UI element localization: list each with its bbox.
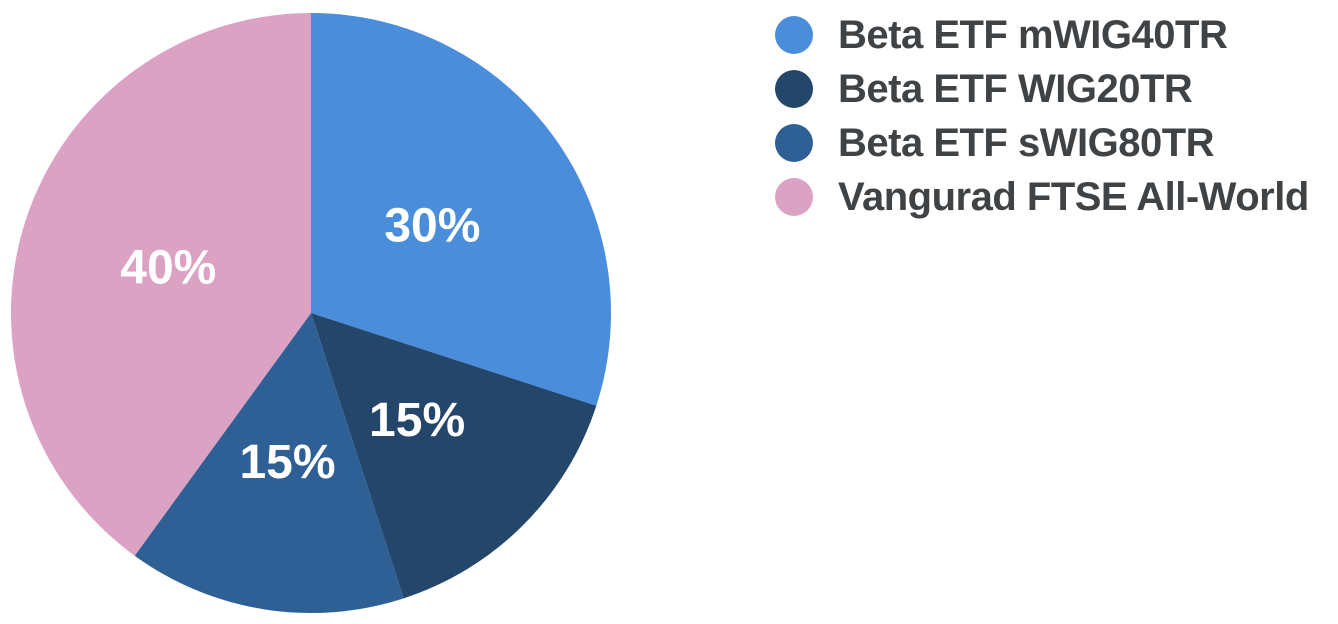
legend-label: Beta ETF sWIG80TR [838, 120, 1215, 165]
slice-label: 15% [369, 394, 465, 447]
pie-slice-3 [10, 12, 312, 556]
legend-item: Vangurad FTSE All-World [775, 170, 1309, 224]
legend-swatch-icon [775, 16, 813, 54]
slice-label: 15% [239, 436, 335, 489]
chart-legend: Beta ETF mWIG40TR Beta ETF WIG20TR Beta … [775, 8, 1309, 224]
legend-label: Beta ETF mWIG40TR [838, 12, 1228, 57]
pie-slice-2 [134, 313, 404, 614]
legend-item: Beta ETF sWIG80TR [775, 116, 1309, 170]
legend-swatch-icon [775, 178, 813, 216]
pie-chart: 30% 15% 15% 40% [10, 12, 612, 614]
legend-item: Beta ETF WIG20TR [775, 62, 1309, 116]
slice-label: 30% [384, 200, 480, 253]
pie-slice-0 [311, 13, 612, 406]
slice-label: 40% [120, 241, 216, 294]
legend-label: Beta ETF WIG20TR [838, 66, 1193, 111]
legend-swatch-icon [775, 70, 813, 108]
legend-label: Vangurad FTSE All-World [838, 174, 1309, 219]
legend-item: Beta ETF mWIG40TR [775, 8, 1309, 62]
legend-swatch-icon [775, 124, 813, 162]
pie-slice-1 [311, 313, 597, 599]
